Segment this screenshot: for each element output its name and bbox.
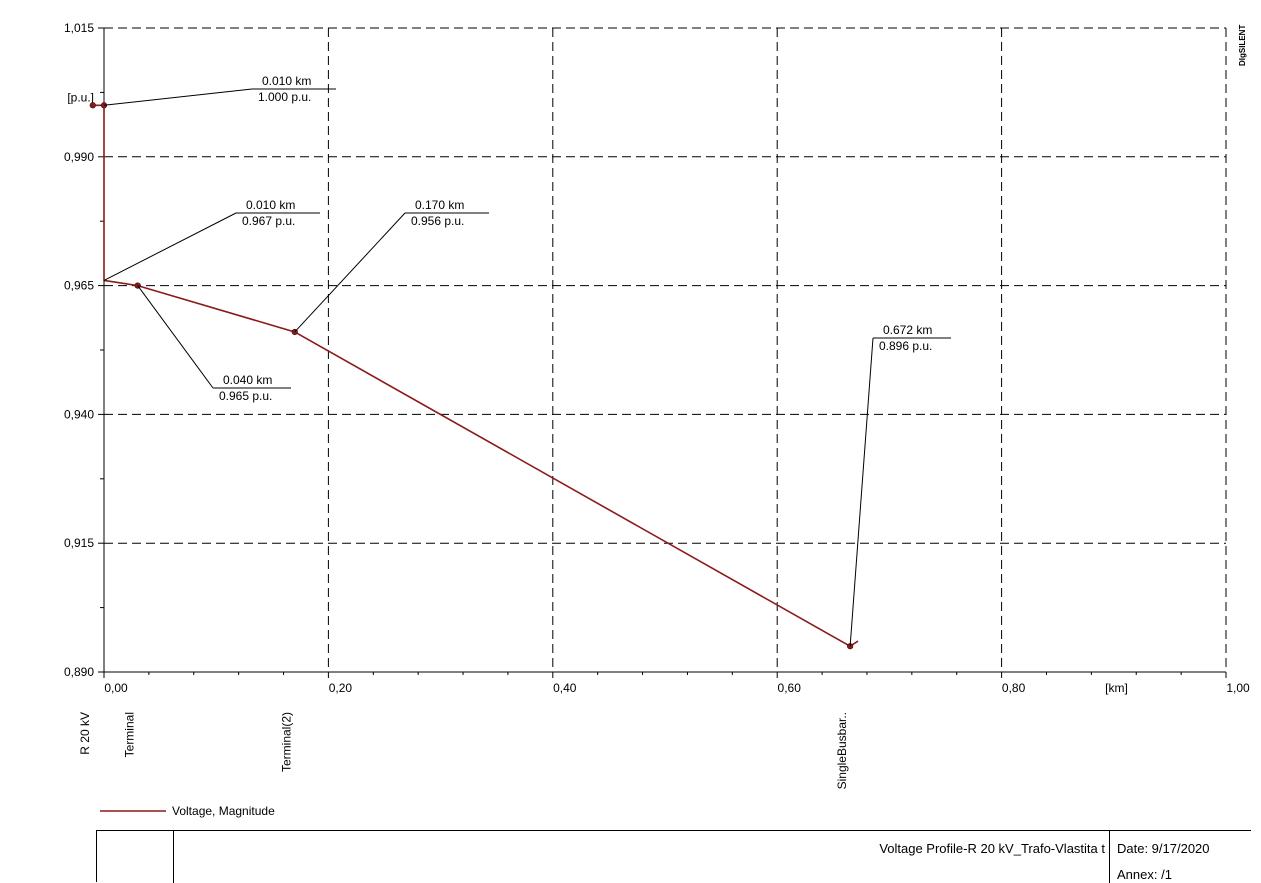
digsilent-logo: DIgSILENT bbox=[1238, 24, 1247, 66]
info-block: Voltage Profile-R 20 kV_Trafo-Vlastita t… bbox=[96, 830, 1251, 883]
diagram-date: Date: 9/17/2020 bbox=[1117, 841, 1210, 856]
grid-lines bbox=[104, 27, 1227, 672]
annotation-voltage: 1.000 p.u. bbox=[258, 90, 311, 104]
x-tick-label: 0,80 bbox=[1002, 681, 1026, 695]
node-label: R 20 kV bbox=[78, 712, 92, 755]
y-tick-label: 0,940 bbox=[64, 407, 94, 421]
annotation-leader bbox=[103, 88, 253, 106]
annotation-voltage: 0.896 p.u. bbox=[879, 339, 932, 353]
diagram-annex: Annex: /1 bbox=[1117, 867, 1172, 882]
annotation-distance: 0.672 km bbox=[883, 323, 932, 337]
node-label: SingleBusbar.. bbox=[835, 712, 849, 789]
voltage-profile-chart: 0,890 0,915 0,940 0,965 0,990 1,015 [p.u.] 0,00… bbox=[64, 21, 1250, 818]
x-axis-label: [km] bbox=[1105, 681, 1128, 695]
y-tick-label: 1,015 bbox=[64, 21, 94, 35]
axes: 0,890 0,915 0,940 0,965 0,990 1,015 [p.u.] 0,00… bbox=[64, 21, 1250, 695]
y-tick-label: 0,890 bbox=[64, 665, 94, 679]
node-label: Terminal(2) bbox=[280, 712, 294, 772]
diagram-title: Voltage Profile-R 20 kV_Trafo-Vlastita t bbox=[879, 841, 1105, 856]
y-axis-label: [p.u.] bbox=[67, 90, 94, 104]
info-divider bbox=[1109, 831, 1110, 883]
legend-label: Voltage, Magnitude bbox=[172, 804, 275, 818]
x-tick-label: 0,40 bbox=[553, 681, 577, 695]
annotation-voltage: 0.967 p.u. bbox=[242, 214, 295, 228]
annotation-layer: 0.010 km 1.000 p.u. 0.010 km 0.967 p.u. 0.17… bbox=[103, 74, 951, 647]
annotation-voltage: 0.956 p.u. bbox=[411, 214, 464, 228]
annotation-distance: 0.010 km bbox=[246, 198, 295, 212]
legend: Voltage, Magnitude bbox=[100, 804, 275, 818]
series-line bbox=[92, 104, 859, 648]
annotation-leader bbox=[137, 285, 214, 389]
annotation-distance: 0.040 km bbox=[223, 373, 272, 387]
x-tick-label: 0,00 bbox=[104, 681, 128, 695]
x-tick-label: 1,00 bbox=[1226, 681, 1250, 695]
annotation-leader bbox=[294, 212, 406, 333]
x-tick-label: 0,20 bbox=[329, 681, 353, 695]
y-tick-label: 0,915 bbox=[64, 536, 94, 550]
info-divider bbox=[173, 831, 174, 883]
annotation-leader bbox=[849, 337, 874, 647]
node-label: Terminal bbox=[123, 712, 137, 757]
annotation-distance: 0.170 km bbox=[415, 198, 464, 212]
x-tick-label: 0,60 bbox=[778, 681, 802, 695]
annotation-voltage: 0.965 p.u. bbox=[219, 389, 272, 403]
series-layer bbox=[89, 102, 859, 650]
annotation-leader bbox=[103, 212, 237, 281]
node-labels: R 20 kV Terminal Terminal(2) SingleBusbar.. bbox=[78, 712, 849, 789]
y-tick-label: 0,965 bbox=[64, 279, 94, 293]
data-point bbox=[89, 102, 96, 109]
annotation-distance: 0.010 km bbox=[262, 74, 311, 88]
y-tick-label: 0,990 bbox=[64, 150, 94, 164]
